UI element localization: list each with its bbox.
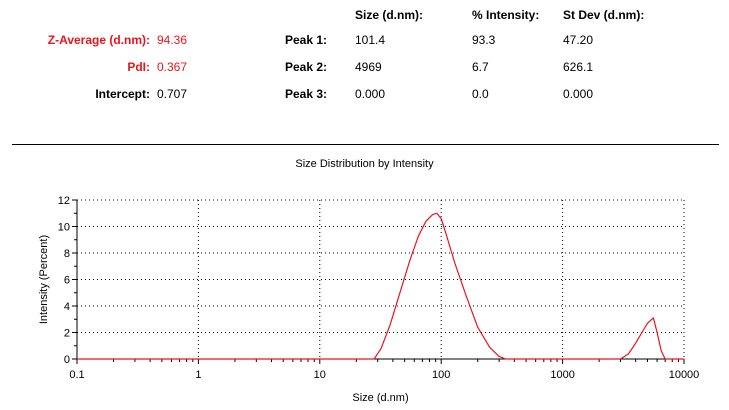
x-tick-label: 10000 xyxy=(669,369,700,381)
peak-1-size: 101.4 xyxy=(355,33,386,47)
peak-3-size: 0.000 xyxy=(355,87,386,101)
x-tick-label: 1 xyxy=(195,369,201,381)
pdi-value: 0.367 xyxy=(157,60,188,74)
pdi-label: PdI: xyxy=(127,60,150,74)
z-average-value: 94.36 xyxy=(157,33,188,47)
y-tick-label: 0 xyxy=(64,354,70,366)
intercept-value: 0.707 xyxy=(157,87,188,101)
peak-2-intensity: 6.7 xyxy=(472,60,489,74)
peak-3-label: Peak 3: xyxy=(284,87,327,101)
intercept-label: Intercept: xyxy=(95,87,150,101)
y-tick-label: 8 xyxy=(64,248,70,260)
y-tick-label: 12 xyxy=(58,195,70,207)
intensity-series-line xyxy=(77,212,684,360)
peak-3-stdev: 0.000 xyxy=(563,87,594,101)
x-tick-label: 10 xyxy=(314,369,326,381)
peak-2-stdev: 626.1 xyxy=(563,60,594,74)
col-header-size: Size (d.nm): xyxy=(355,8,423,22)
peak-2-label: Peak 2: xyxy=(284,60,327,74)
peak-2-size: 4969 xyxy=(355,60,382,74)
peak-3-intensity: 0.0 xyxy=(472,87,489,101)
y-axis-label: Intensity (Percent) xyxy=(38,235,50,324)
peak-1-intensity: 93.3 xyxy=(472,33,496,47)
y-tick-label: 6 xyxy=(64,275,70,287)
x-tick-label: 100 xyxy=(432,369,450,381)
col-header-stdev: St Dev (d.nm): xyxy=(563,8,645,22)
y-tick-label: 2 xyxy=(64,328,70,340)
section-divider xyxy=(12,144,719,145)
z-average-label: Z-Average (d.nm): xyxy=(47,33,150,47)
chart-title: Size Distribution by Intensity xyxy=(295,158,434,170)
x-axis-label: Size (d.nm) xyxy=(352,392,408,404)
y-tick-label: 10 xyxy=(58,222,70,234)
x-tick-label: 0.1 xyxy=(69,369,84,381)
x-tick-label: 1000 xyxy=(550,369,574,381)
peak-1-label: Peak 1: xyxy=(284,33,327,47)
col-header-intensity: % Intensity: xyxy=(472,8,540,22)
y-tick-label: 4 xyxy=(64,301,70,313)
peak-1-stdev: 47.20 xyxy=(563,33,594,47)
